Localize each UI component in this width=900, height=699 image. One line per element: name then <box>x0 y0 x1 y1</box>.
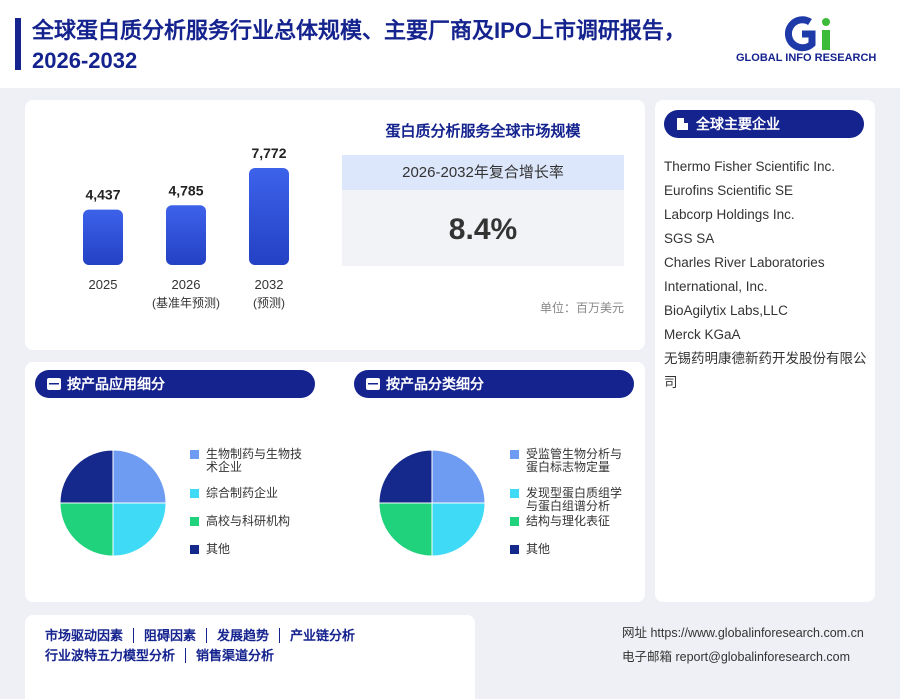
company: SGS SA <box>664 231 715 246</box>
legend-item: 其他 <box>190 542 306 556</box>
footer-link[interactable]: 产业链分析 <box>279 628 366 643</box>
legend-label: 结构与理化表征 <box>526 514 611 528</box>
legend-item: 其他 <box>510 542 626 556</box>
legend-label: 发现型蛋白质组学与蛋白组谱分析 <box>526 486 623 513</box>
companies-card <box>655 100 875 602</box>
section-title: 全球主要企业 <box>696 116 780 132</box>
section-title: 按产品应用细分 <box>67 376 165 392</box>
accent-bar <box>15 18 21 70</box>
legend-swatch <box>510 450 519 459</box>
legend-label: 受监管生物分析与蛋白标志物定量 <box>526 447 623 474</box>
legend-swatch <box>190 517 199 526</box>
footer-link[interactable]: 市场驱动因素 <box>45 628 124 643</box>
legend-swatch <box>510 545 519 554</box>
footer-link[interactable]: 行业波特五力模型分析 <box>45 648 176 663</box>
cagr-value: 8.4% <box>342 190 624 266</box>
legend-swatch <box>510 517 519 526</box>
legend-label: 高校与科研机构 <box>206 514 291 528</box>
legend-label: 生物制药与生物技术企业 <box>206 447 303 474</box>
bar <box>166 205 206 265</box>
company: Labcorp Holdings Inc. <box>664 207 795 222</box>
category-note: (预测) <box>253 296 285 310</box>
section-title: 按产品分类细分 <box>386 376 484 392</box>
pie-chart <box>59 449 167 557</box>
value-label: 4,437 <box>85 187 120 203</box>
footer-link[interactable]: 销售渠道分析 <box>185 648 285 663</box>
logo-mark <box>784 16 830 52</box>
header <box>0 0 900 88</box>
email: 电子邮箱 report@globalinforesearch.com <box>622 650 851 664</box>
logo-text: GLOBAL INFO RESEARCH <box>736 52 877 64</box>
value-label: 4,785 <box>168 182 203 198</box>
legend-label: 其他 <box>206 542 231 556</box>
unit: 单位：百万美元 <box>539 301 624 315</box>
bar <box>249 168 289 265</box>
company: Thermo Fisher Scientific Inc. <box>664 159 836 174</box>
company: Eurofins Scientific SE <box>664 183 794 198</box>
pie-slice <box>378 449 433 504</box>
icon <box>47 378 61 390</box>
legend-item: 综合制药企业 <box>190 486 306 500</box>
pie-slice <box>431 449 486 504</box>
category-label: 2026 <box>172 277 201 292</box>
footer-link[interactable]: 发展趋势 <box>206 628 280 643</box>
company: Charles River Laboratories International… <box>664 255 825 294</box>
footer-links: 市场驱动因素 阻碍因素 发展趋势 产业链分析行业波特五力模型分析 销售渠道分析 <box>45 626 465 666</box>
company: Merck KGaA <box>664 327 741 342</box>
icon <box>677 118 688 130</box>
bar <box>83 209 123 265</box>
legend-swatch <box>190 450 199 459</box>
legend-label: 综合制药企业 <box>206 486 279 500</box>
category-label: 2032 <box>255 277 284 292</box>
legend-item: 受监管生物分析与蛋白标志物定量 <box>510 447 626 474</box>
category-label: 2025 <box>89 277 118 292</box>
pie-slice <box>112 449 167 504</box>
footer-card <box>25 615 475 699</box>
pie-slice <box>112 502 167 557</box>
legend-swatch <box>510 489 519 498</box>
company-list: Thermo Fisher Scientific Inc. Eurofins Sc… <box>664 155 869 395</box>
value-label: 7,772 <box>251 145 286 161</box>
company: 无锡药明康德新药开发股份有限公司 <box>664 351 867 390</box>
pie-slice <box>378 502 433 557</box>
cagr-label: 2026-2032年复合增长率 <box>342 155 624 190</box>
company: BioAgilytix Labs,LLC <box>664 303 788 318</box>
footer-link[interactable]: 阻碍因素 <box>133 628 207 643</box>
legend-item: 生物制药与生物技术企业 <box>190 447 306 474</box>
section-header: 全球主要企业 <box>664 110 864 138</box>
legend-swatch <box>190 489 199 498</box>
bar-chart: 4,437 2025 4,785 2026 (基准年预测) 7,772 2032 (预测) <box>83 145 289 310</box>
pie-chart <box>378 449 486 557</box>
chart-title: 蛋白质分析服务全球市场规模 <box>385 123 581 140</box>
legend-item: 发现型蛋白质组学与蛋白组谱分析 <box>510 486 626 513</box>
pie-slice <box>59 449 114 504</box>
pie-slice <box>431 502 486 557</box>
legend-item: 高校与科研机构 <box>190 514 306 528</box>
pie-slice <box>59 502 114 557</box>
website: 网址 https://www.globalinforesearch.com.cn <box>622 626 864 640</box>
section-header: 按产品应用细分 <box>35 370 315 398</box>
legend-label: 其他 <box>526 542 551 556</box>
report-title: 全球蛋白质分析服务行业总体规模、主要厂商及IPO上市调研报告，2026-2032 <box>32 18 686 73</box>
icon <box>366 378 380 390</box>
legend-item: 结构与理化表征 <box>510 514 626 528</box>
legend-swatch <box>190 545 199 554</box>
section-header: 按产品分类细分 <box>354 370 634 398</box>
category-note: (基准年预测) <box>152 296 220 310</box>
